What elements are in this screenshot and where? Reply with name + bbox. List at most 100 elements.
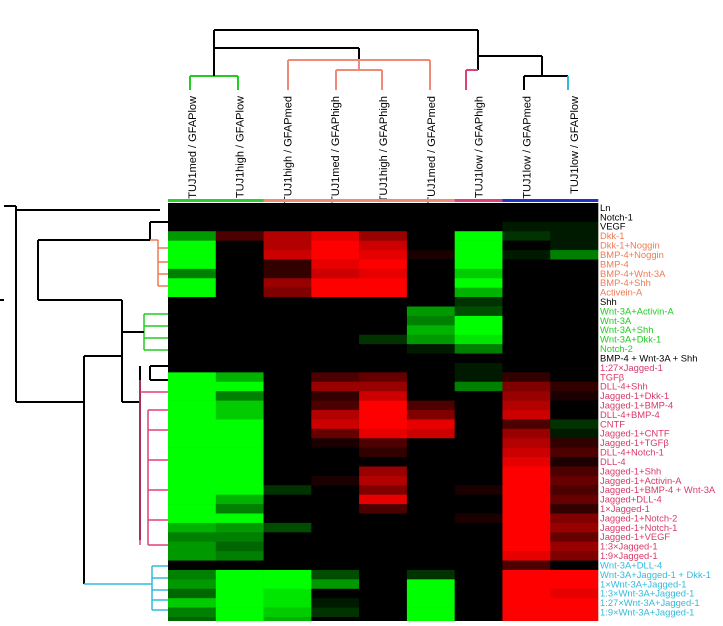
heatmap-cell <box>502 400 551 411</box>
heatmap-cell <box>311 372 360 383</box>
heatmap-cell <box>168 221 217 232</box>
heatmap-cell <box>359 551 408 561</box>
heatmap-cell <box>502 494 551 505</box>
heatmap-cell <box>168 428 217 439</box>
column-cluster-bar <box>359 199 408 202</box>
heatmap-cell <box>550 306 599 317</box>
heatmap-cell <box>311 588 360 599</box>
heatmap-cell <box>215 372 264 383</box>
heatmap-cell <box>406 287 455 298</box>
row-label: DLL-4+BMP-4 <box>600 409 660 420</box>
heatmap-cell <box>168 598 217 608</box>
heatmap-cell <box>168 315 217 326</box>
heatmap-cell <box>168 325 217 336</box>
heatmap-cell <box>502 231 551 241</box>
heatmap-cell <box>311 560 360 571</box>
heatmap-cell <box>359 381 408 392</box>
heatmap-cell <box>168 240 217 251</box>
row-label: 1×Wnt-3A+Jagged-1 <box>600 578 687 589</box>
heatmap-cell <box>550 494 599 505</box>
heatmap-cell <box>311 466 360 477</box>
heatmap-cell <box>311 494 360 505</box>
heatmap-cell <box>359 457 408 467</box>
heatmap-cell <box>168 334 217 345</box>
row-dendro-green <box>143 313 168 351</box>
heatmap-cell <box>406 551 455 561</box>
column-label: TUJ1med / GFAPhigh <box>330 96 342 203</box>
heatmap-cell <box>263 391 312 401</box>
heatmap-cell <box>311 485 360 495</box>
heatmap-cell <box>359 532 408 543</box>
row-label: Jagged-1+TGFβ <box>600 437 669 448</box>
heatmap-cell <box>454 297 503 307</box>
heatmap-cell <box>215 428 264 439</box>
heatmap-cell <box>311 203 360 213</box>
heatmap-cell <box>406 259 455 270</box>
heatmap-cell <box>359 287 408 298</box>
heatmap-cell <box>406 457 455 467</box>
heatmap-cell <box>168 607 217 618</box>
heatmap-cell <box>215 315 264 326</box>
heatmap-cell <box>263 560 312 571</box>
heatmap-cell <box>311 212 360 223</box>
heatmap-cell <box>263 306 312 317</box>
heatmap-cell <box>215 541 264 552</box>
heatmap-cell <box>454 212 503 223</box>
heatmap-cell <box>359 438 408 448</box>
heatmap-cell <box>168 569 217 580</box>
heatmap-cell <box>168 513 217 524</box>
column-label: TUJ1high / GFAPmed <box>282 96 294 203</box>
heatmap-cell <box>406 297 455 307</box>
heatmap-cell <box>406 579 455 590</box>
heatmap-cell <box>550 504 599 514</box>
row-label: Notch-1 <box>600 211 633 222</box>
heatmap-cell <box>502 532 551 543</box>
heatmap-cell <box>406 475 455 486</box>
heatmap-cell <box>215 400 264 411</box>
heatmap-cell <box>550 560 599 571</box>
heatmap-cell <box>215 344 264 354</box>
heatmap-cell <box>406 607 455 618</box>
heatmap-cell <box>502 551 551 561</box>
heatmap-cell <box>168 532 217 543</box>
heatmap-cell <box>311 475 360 486</box>
heatmap-cell <box>215 598 264 608</box>
heatmap-cell <box>502 372 551 383</box>
row-label: Jagged-1+Dkk-1 <box>600 390 669 401</box>
heatmap-cell <box>502 438 551 448</box>
heatmap-cell <box>454 344 503 354</box>
row-label: 1:3×Jagged-1 <box>600 541 658 552</box>
heatmap-cell <box>215 522 264 533</box>
heatmap-cell <box>359 569 408 580</box>
heatmap-cell <box>359 466 408 477</box>
heatmap-cell <box>550 221 599 232</box>
row-label: Jagged-1+Notch-1 <box>600 522 677 533</box>
heatmap-cell <box>359 325 408 336</box>
row-label: Jagged-1+Activin-A <box>600 475 682 486</box>
heatmap-cell <box>263 532 312 543</box>
heatmap-cell <box>550 607 599 618</box>
heatmap-cell <box>215 306 264 317</box>
heatmap-cells <box>168 203 599 626</box>
row-label: Wnt-3A+Dkk-1 <box>600 334 661 345</box>
heatmap-cell <box>311 250 360 260</box>
heatmap-cell <box>406 541 455 552</box>
heatmap-cell <box>454 485 503 495</box>
heatmap-cell <box>359 485 408 495</box>
heatmap-cell <box>359 344 408 354</box>
row-label: VEGF <box>600 221 626 232</box>
heatmap-cell <box>454 513 503 524</box>
row-label: Wnt-3A+DLL-4 <box>600 559 662 570</box>
heatmap-cell <box>502 315 551 326</box>
heatmap-cell <box>550 466 599 477</box>
heatmap-cell <box>359 419 408 430</box>
heatmap-cell <box>263 513 312 524</box>
heatmap-cell <box>550 522 599 533</box>
heatmap-cell <box>168 551 217 561</box>
heatmap-cell <box>168 231 217 241</box>
heatmap-cell <box>454 240 503 251</box>
heatmap-cell <box>550 532 599 543</box>
heatmap-cell <box>311 231 360 241</box>
heatmap-cell <box>454 287 503 298</box>
heatmap-cell <box>263 268 312 279</box>
